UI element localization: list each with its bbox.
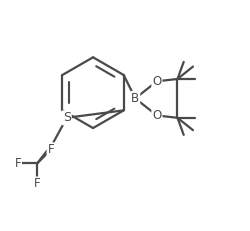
Text: F: F [48, 143, 54, 156]
Text: S: S [63, 111, 71, 124]
Text: F: F [34, 177, 40, 191]
Text: F: F [14, 157, 21, 170]
Text: B: B [131, 92, 139, 105]
Text: O: O [152, 75, 162, 88]
Text: O: O [152, 109, 162, 122]
